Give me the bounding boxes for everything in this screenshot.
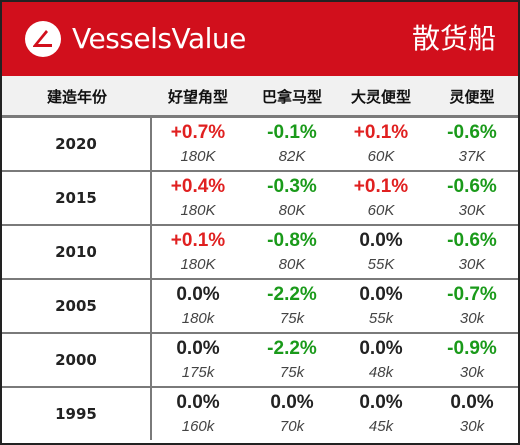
size-value: 180k <box>181 310 215 327</box>
value-cell: 0.0% 175k <box>152 334 244 386</box>
value-cell: 0.0% 55k <box>335 280 427 332</box>
change-value: 0.0% <box>359 284 403 305</box>
change-value: -0.7% <box>447 284 497 305</box>
value-cell: -0.6% 30K <box>426 172 518 224</box>
value-cell: -2.2% 75k <box>246 280 338 332</box>
change-value: -2.2% <box>267 338 317 359</box>
change-value: 0.0% <box>176 338 220 359</box>
size-value: 30k <box>459 418 485 435</box>
change-value: -0.9% <box>447 338 497 359</box>
year-cell: 2020 <box>2 118 152 170</box>
value-cell: 0.0% 45k <box>335 388 427 440</box>
size-value: 45k <box>368 418 394 435</box>
size-value: 30K <box>458 202 486 219</box>
value-cell: +0.1% 60K <box>335 118 427 170</box>
value-cell: -0.9% 30k <box>426 334 518 386</box>
value-cell: -0.6% 30K <box>426 226 518 278</box>
change-value: +0.1% <box>353 176 409 197</box>
change-value: 0.0% <box>176 392 220 413</box>
year-cell: 2015 <box>2 172 152 224</box>
value-cell: +0.1% 180K <box>152 226 244 278</box>
year-cell: 2005 <box>2 280 152 332</box>
size-value: 55K <box>367 256 395 273</box>
value-cell: 0.0% 160k <box>152 388 244 440</box>
size-value: 80K <box>278 256 306 273</box>
column-header-capesize: 好望角型 <box>167 88 228 106</box>
value-cell: 0.0% 55K <box>335 226 427 278</box>
size-value: 30k <box>459 310 485 327</box>
year-cell: 2000 <box>2 334 152 386</box>
table-row: 1995 0.0% 160k 0.0% 70k 0.0% 45k 0.0% 30k <box>2 388 518 441</box>
brand-name: VesselsValue <box>72 22 246 55</box>
value-cell: -0.6% 37K <box>426 118 518 170</box>
value-cell: +0.1% 60K <box>335 172 427 224</box>
change-value: -0.6% <box>447 230 497 251</box>
year-cell: 2010 <box>2 226 152 278</box>
value-cell: +0.4% 180K <box>152 172 244 224</box>
change-value: +0.4% <box>170 176 226 197</box>
change-value: 0.0% <box>450 392 494 413</box>
size-value: 160k <box>181 418 215 435</box>
size-value: 180K <box>180 256 216 273</box>
change-value: 0.0% <box>176 284 220 305</box>
change-value: 0.0% <box>359 338 403 359</box>
value-cell: 0.0% 30k <box>426 388 518 440</box>
change-value: -0.3% <box>267 176 317 197</box>
year-cell: 1995 <box>2 388 152 440</box>
size-value: 30K <box>458 256 486 273</box>
table-body: 2020 +0.7% 180K -0.1% 82K +0.1% 60K -0.6% 37… <box>2 118 518 441</box>
change-value: +0.7% <box>170 122 226 143</box>
size-value: 180K <box>180 202 216 219</box>
change-value: 0.0% <box>359 230 403 251</box>
size-value: 37K <box>458 148 486 165</box>
table-row: 2000 0.0% 175k -2.2% 75k 0.0% 48k -0.9% 30k <box>2 334 518 388</box>
size-value: 55k <box>368 310 394 327</box>
size-value: 60K <box>367 202 395 219</box>
value-cell: 0.0% 48k <box>335 334 427 386</box>
value-cell: -0.8% 80K <box>246 226 338 278</box>
size-value: 60K <box>367 148 395 165</box>
change-value: 0.0% <box>359 392 403 413</box>
change-value: -0.6% <box>447 122 497 143</box>
column-header-handysize: 灵便型 <box>449 88 495 106</box>
column-header-year: 建造年份 <box>46 88 107 106</box>
change-value: -0.8% <box>267 230 317 251</box>
table-row: 2015 +0.4% 180K -0.3% 80K +0.1% 60K -0.6% 30… <box>2 172 518 226</box>
size-value: 180K <box>180 148 216 165</box>
column-header-row: 建造年份 好望角型 巴拿马型 大灵便型 灵便型 <box>2 76 518 118</box>
header-bar: VesselsValue 散货船 <box>2 2 518 76</box>
table-row: 2005 0.0% 180k -2.2% 75k 0.0% 55k -0.7% 30k <box>2 280 518 334</box>
size-value: 175k <box>181 364 215 381</box>
value-cell: -0.3% 80K <box>246 172 338 224</box>
size-value: 70k <box>279 418 305 435</box>
size-value: 82K <box>278 148 306 165</box>
column-header-panamax: 巴拿马型 <box>261 88 322 106</box>
size-value: 80K <box>278 202 306 219</box>
change-value: -0.1% <box>267 122 317 143</box>
value-cell: -0.7% 30k <box>426 280 518 332</box>
value-cell: +0.7% 180K <box>152 118 244 170</box>
vesselsvalue-logo-icon <box>25 21 61 57</box>
value-cell: 0.0% 70k <box>246 388 338 440</box>
vessel-category: 散货船 <box>411 22 496 55</box>
change-value: +0.1% <box>353 122 409 143</box>
size-value: 75k <box>279 310 305 327</box>
size-value: 75k <box>279 364 305 381</box>
change-value: 0.0% <box>270 392 314 413</box>
column-header-supramax: 大灵便型 <box>350 88 411 106</box>
value-cell: -2.2% 75k <box>246 334 338 386</box>
value-cell: -0.1% 82K <box>246 118 338 170</box>
change-value: -2.2% <box>267 284 317 305</box>
size-value: 30k <box>459 364 485 381</box>
value-cell: 0.0% 180k <box>152 280 244 332</box>
table-row: 2010 +0.1% 180K -0.8% 80K 0.0% 55K -0.6% 30K <box>2 226 518 280</box>
size-value: 48k <box>368 364 394 381</box>
change-value: -0.6% <box>447 176 497 197</box>
change-value: +0.1% <box>170 230 226 251</box>
table-row: 2020 +0.7% 180K -0.1% 82K +0.1% 60K -0.6% 37… <box>2 118 518 172</box>
